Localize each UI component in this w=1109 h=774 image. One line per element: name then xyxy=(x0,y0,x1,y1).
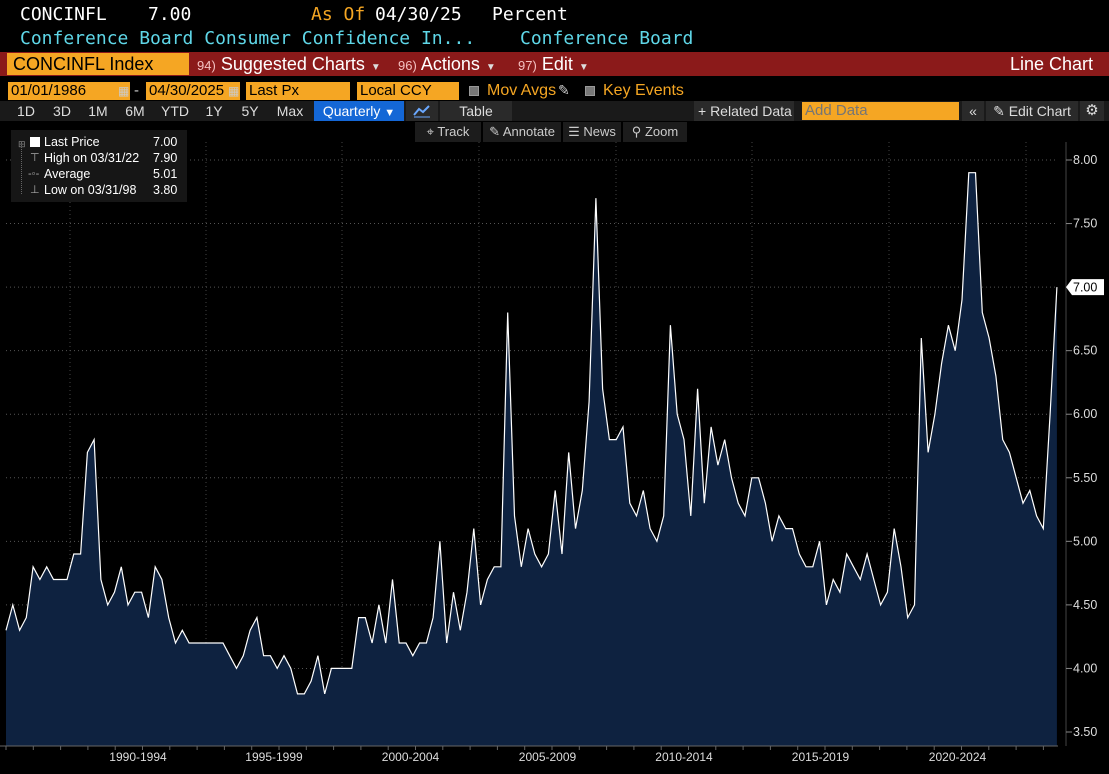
crosshair-icon: ⌖ xyxy=(426,124,434,139)
legend-row-last-price: ⊟ Last Price 7.00 xyxy=(11,134,187,150)
related-data-button[interactable]: + Related Data xyxy=(694,101,794,121)
annotate-button[interactable]: ✎ Annotate xyxy=(483,122,561,142)
ticker-symbol: CONCINFL xyxy=(20,4,107,25)
line-chart-icon xyxy=(413,105,430,118)
unit-label: Percent xyxy=(492,4,568,25)
end-date-field[interactable]: 04/30/2025 xyxy=(146,82,240,100)
chart-legend: ⊟ Last Price 7.00 ⊤ High on 03/31/22 7.9… xyxy=(11,130,187,202)
zoom-button[interactable]: ⚲ Zoom xyxy=(623,122,687,142)
price-chart[interactable]: 1990-1994 1995-1999 2000-2004 2005-2009 2010… xyxy=(0,142,1109,774)
news-icon: ☰ xyxy=(568,124,580,139)
range-max-button[interactable]: Max xyxy=(276,103,304,119)
high-marker-icon: ⊤ xyxy=(30,152,40,164)
suggested-charts-menu[interactable]: 94) Suggested Charts ▼ xyxy=(197,54,381,74)
x-tick-label: 2015-2019 xyxy=(792,750,850,764)
range-6m-button[interactable]: 6M xyxy=(125,103,145,119)
dropdown-caret-icon: ▼ xyxy=(485,62,496,73)
range-3d-button[interactable]: 3D xyxy=(53,103,71,119)
low-marker-icon: ⊥ xyxy=(30,184,40,196)
x-tick-label: 1990-1994 xyxy=(109,750,167,764)
edit-label: Edit xyxy=(541,54,573,74)
collapse-icon[interactable]: « xyxy=(962,101,984,121)
dropdown-caret-icon: ▼ xyxy=(370,62,381,73)
pencil-icon[interactable]: ✎ xyxy=(558,82,570,98)
y-tick-label: 4.00 xyxy=(1073,661,1097,675)
calendar-icon[interactable]: ▦ xyxy=(118,84,130,98)
date-separator: - xyxy=(134,82,139,99)
legend-row-average: -◦- Average 5.01 xyxy=(28,167,178,181)
x-tick-label: 2005-2009 xyxy=(519,750,577,764)
chart-type-label[interactable]: Line Chart xyxy=(1009,54,1093,74)
dropdown-caret-icon: ▼ xyxy=(578,62,589,73)
security-description: Conference Board Consumer Confidence In.… xyxy=(20,28,476,49)
range-5y-button[interactable]: 5Y xyxy=(241,103,259,119)
x-tick-label: 2010-2014 xyxy=(655,750,713,764)
x-tick-label: 2000-2004 xyxy=(382,750,440,764)
start-date-field[interactable]: 01/01/1986 xyxy=(8,82,130,100)
y-tick-label: 6.50 xyxy=(1073,344,1097,358)
suggested-charts-label: Suggested Charts xyxy=(220,54,365,74)
add-data-input[interactable] xyxy=(802,102,959,120)
last-value: 7.00 xyxy=(148,4,192,25)
as-of-label: As Of xyxy=(311,4,366,25)
pencil-icon: ✎ xyxy=(489,124,500,139)
y-tick-label: 4.50 xyxy=(1073,598,1097,612)
legend-row-low: ⊥ Low on 03/31/98 3.80 xyxy=(30,183,178,197)
y-tick-label: 5.50 xyxy=(1073,471,1097,485)
range-1y-button[interactable]: 1Y xyxy=(205,103,223,119)
y-tick-label: 5.00 xyxy=(1073,534,1097,548)
average-marker-icon: -◦- xyxy=(28,168,40,180)
actions-menu[interactable]: 96) Actions ▼ xyxy=(398,54,496,74)
last-value-badge xyxy=(1066,279,1104,296)
calendar-icon[interactable]: ▦ xyxy=(228,84,240,98)
actions-label: Actions xyxy=(420,54,480,74)
pencil-icon: ✎ xyxy=(993,103,1005,119)
track-button[interactable]: ⌖ Track xyxy=(415,122,481,142)
security-field[interactable]: CONCINFL Index xyxy=(7,53,189,75)
area-fill xyxy=(6,172,1057,746)
edit-chart-button[interactable]: ✎ Edit Chart xyxy=(986,101,1078,121)
y-tick-label: 8.00 xyxy=(1073,153,1097,167)
y-tick-label: 7.50 xyxy=(1073,217,1097,231)
y-tick-label: 3.50 xyxy=(1073,725,1097,739)
legend-tree-line xyxy=(21,142,23,194)
key-events-checkbox[interactable] xyxy=(585,86,595,96)
field-selector[interactable]: Last Px xyxy=(246,82,350,100)
data-source: Conference Board xyxy=(520,28,694,49)
legend-row-high: ⊤ High on 03/31/22 7.90 xyxy=(30,151,178,165)
chart-view-button[interactable] xyxy=(406,101,438,121)
range-1d-button[interactable]: 1D xyxy=(17,103,35,119)
y-tick-label: 6.00 xyxy=(1073,407,1097,421)
frequency-selector[interactable]: Quarterly ▼ xyxy=(314,101,404,121)
range-ytd-button[interactable]: YTD xyxy=(161,103,189,119)
range-1m-button[interactable]: 1M xyxy=(88,103,108,119)
currency-selector[interactable]: Local CCY xyxy=(357,82,459,100)
as-of-date: 04/30/25 xyxy=(375,4,462,25)
edit-menu[interactable]: 97) Edit ▼ xyxy=(518,54,589,74)
x-tick-label: 2020-2024 xyxy=(929,750,987,764)
magnifier-icon: ⚲ xyxy=(631,124,642,139)
legend-swatch-icon xyxy=(30,137,40,147)
last-value-label: 7.00 xyxy=(1073,281,1097,295)
gear-icon[interactable]: ⚙ xyxy=(1080,101,1104,121)
key-events-label[interactable]: Key Events xyxy=(603,82,684,99)
series-line xyxy=(5,172,1058,695)
table-view-button[interactable]: Table xyxy=(440,101,512,121)
dropdown-caret-icon: ▼ xyxy=(384,107,396,119)
x-tick-label: 1995-1999 xyxy=(245,750,303,764)
news-button[interactable]: ☰ News xyxy=(563,122,621,142)
mov-avgs-checkbox[interactable] xyxy=(469,86,479,96)
mov-avgs-label[interactable]: Mov Avgs xyxy=(487,82,557,99)
